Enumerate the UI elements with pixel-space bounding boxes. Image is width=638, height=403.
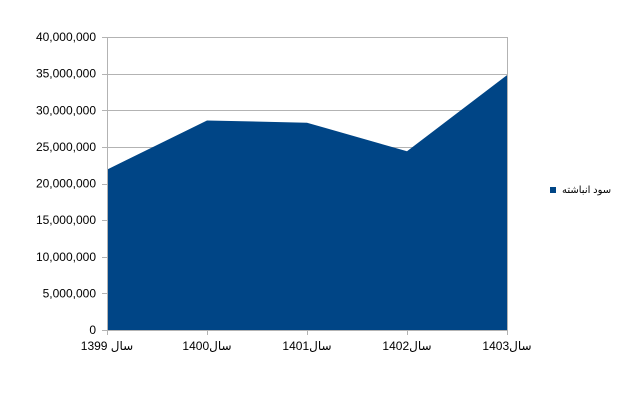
legend: سود انباشته [550, 185, 611, 196]
y-tick-label: 10,000,000 [36, 250, 96, 264]
y-tick-label: 40,000,000 [36, 30, 96, 44]
y-tick-label: 15,000,000 [36, 213, 96, 227]
x-tick-label: سال1403 [482, 339, 531, 353]
area-series-0 [107, 75, 507, 330]
y-tick-label: 20,000,000 [36, 177, 96, 191]
y-tick-label: 35,000,000 [36, 67, 96, 81]
legend-label: سود انباشته [562, 185, 611, 196]
y-tick-label: 25,000,000 [36, 140, 96, 154]
y-tick-label: 0 [89, 323, 96, 337]
y-axis-tick-labels: 0 5,000,000 10,000,000 15,000,000 20,000,000… [36, 30, 96, 337]
x-tick-label: سال1400 [182, 339, 231, 353]
x-axis-tick-labels: سال 1399 سال1400 سال1401 سال1402 سال1403 [81, 339, 532, 353]
x-tick-label: سال1401 [282, 339, 331, 353]
plot-area [107, 75, 507, 330]
legend-swatch [550, 187, 556, 193]
y-tick-label: 30,000,000 [36, 103, 96, 117]
y-tick-label: 5,000,000 [43, 286, 97, 300]
axes [102, 37, 508, 335]
x-tick-label: سال 1399 [81, 339, 133, 353]
x-tick-label: سال1402 [382, 339, 431, 353]
